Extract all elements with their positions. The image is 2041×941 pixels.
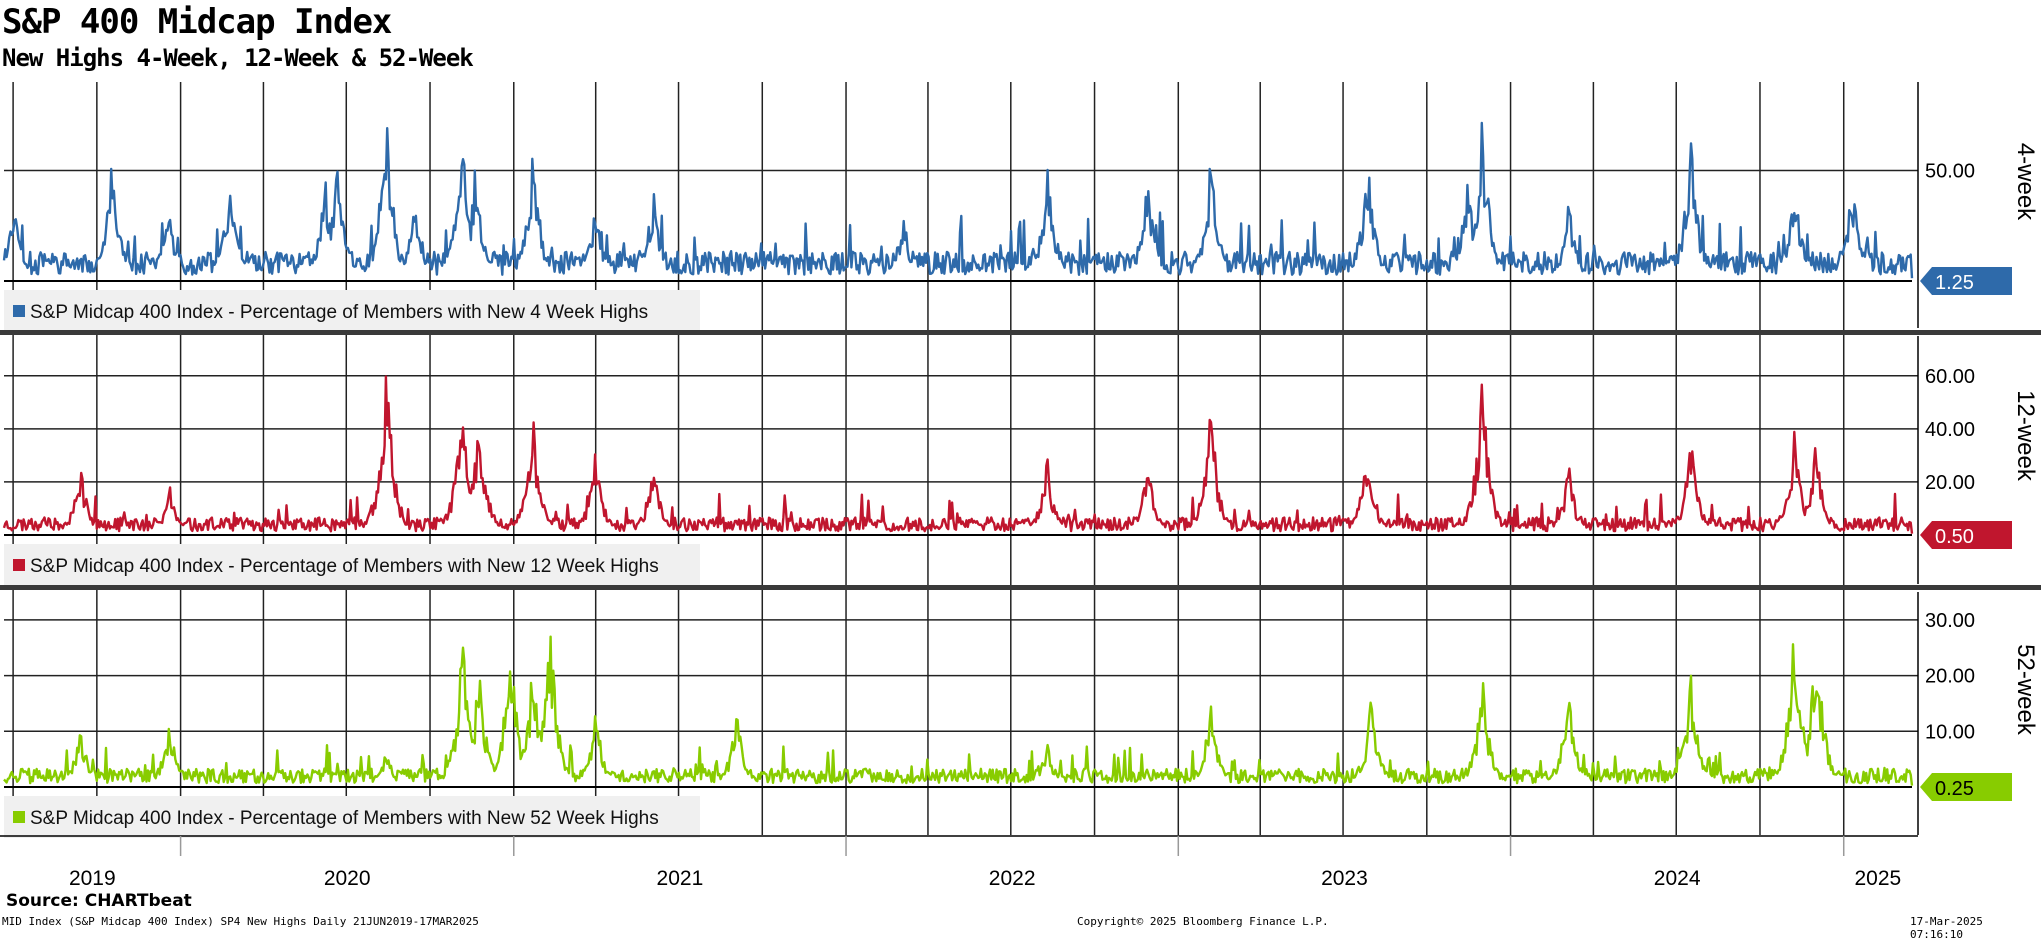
- last-value-label: 0.25: [1935, 778, 1974, 800]
- legend-box: [4, 796, 700, 838]
- ticker-info: MID Index (S&P Midcap 400 Index) SP4 New…: [2, 915, 479, 928]
- last-value-marker: [1920, 521, 2012, 549]
- panel-label: 4-week: [2012, 143, 2039, 221]
- y-tick-label: 10.00: [1925, 721, 1975, 743]
- x-tick-label: 2019: [69, 867, 116, 890]
- series-line: [2, 121, 1914, 279]
- last-value-label: 1.25: [1935, 272, 1974, 294]
- series-line: [2, 375, 1914, 534]
- chart-subtitle: New Highs 4-Week, 12-Week & 52-Week: [2, 44, 474, 72]
- x-tick-label: 2022: [989, 867, 1036, 890]
- panel-separator: [0, 330, 2041, 335]
- panel-label: 12-week: [2012, 390, 2039, 482]
- legend-swatch: [13, 305, 25, 317]
- chart-title: S&P 400 Midcap Index: [2, 2, 392, 42]
- timestamp: 17-Mar-2025 07:16:10: [1910, 915, 1983, 941]
- copyright-note: Copyright© 2025 Bloomberg Finance L.P.: [1077, 915, 1329, 928]
- y-tick-label: 60.00: [1925, 366, 1975, 388]
- y-tick-label: 50.00: [1925, 160, 1975, 182]
- y-tick-label: 30.00: [1925, 610, 1975, 632]
- last-value-label: 0.50: [1935, 526, 1974, 548]
- legend-swatch: [13, 811, 25, 823]
- x-tick-label: 2021: [657, 867, 704, 890]
- x-tick-label: 2024: [1654, 867, 1701, 890]
- x-tick-label: 2023: [1321, 867, 1368, 890]
- series-line: [3, 635, 1914, 786]
- legend-label: S&P Midcap 400 Index - Percentage of Mem…: [30, 556, 659, 577]
- y-tick-label: 40.00: [1925, 419, 1975, 441]
- legend-label: S&P Midcap 400 Index - Percentage of Mem…: [30, 808, 659, 829]
- last-value-marker: [1920, 773, 2012, 801]
- legend-box: [4, 290, 700, 332]
- panel-label: 52-week: [2012, 644, 2039, 736]
- x-tick-label: 2025: [1855, 867, 1902, 890]
- x-tick-label: 2020: [324, 867, 371, 890]
- legend-swatch: [13, 559, 25, 571]
- legend-label: S&P Midcap 400 Index - Percentage of Mem…: [30, 302, 648, 323]
- last-value-marker: [1920, 267, 2012, 295]
- panel-separator: [0, 585, 2041, 590]
- y-tick-label: 20.00: [1925, 472, 1975, 494]
- source-note: Source: CHARTbeat: [6, 891, 192, 911]
- y-tick-label: 20.00: [1925, 666, 1975, 688]
- legend-box: [4, 544, 700, 586]
